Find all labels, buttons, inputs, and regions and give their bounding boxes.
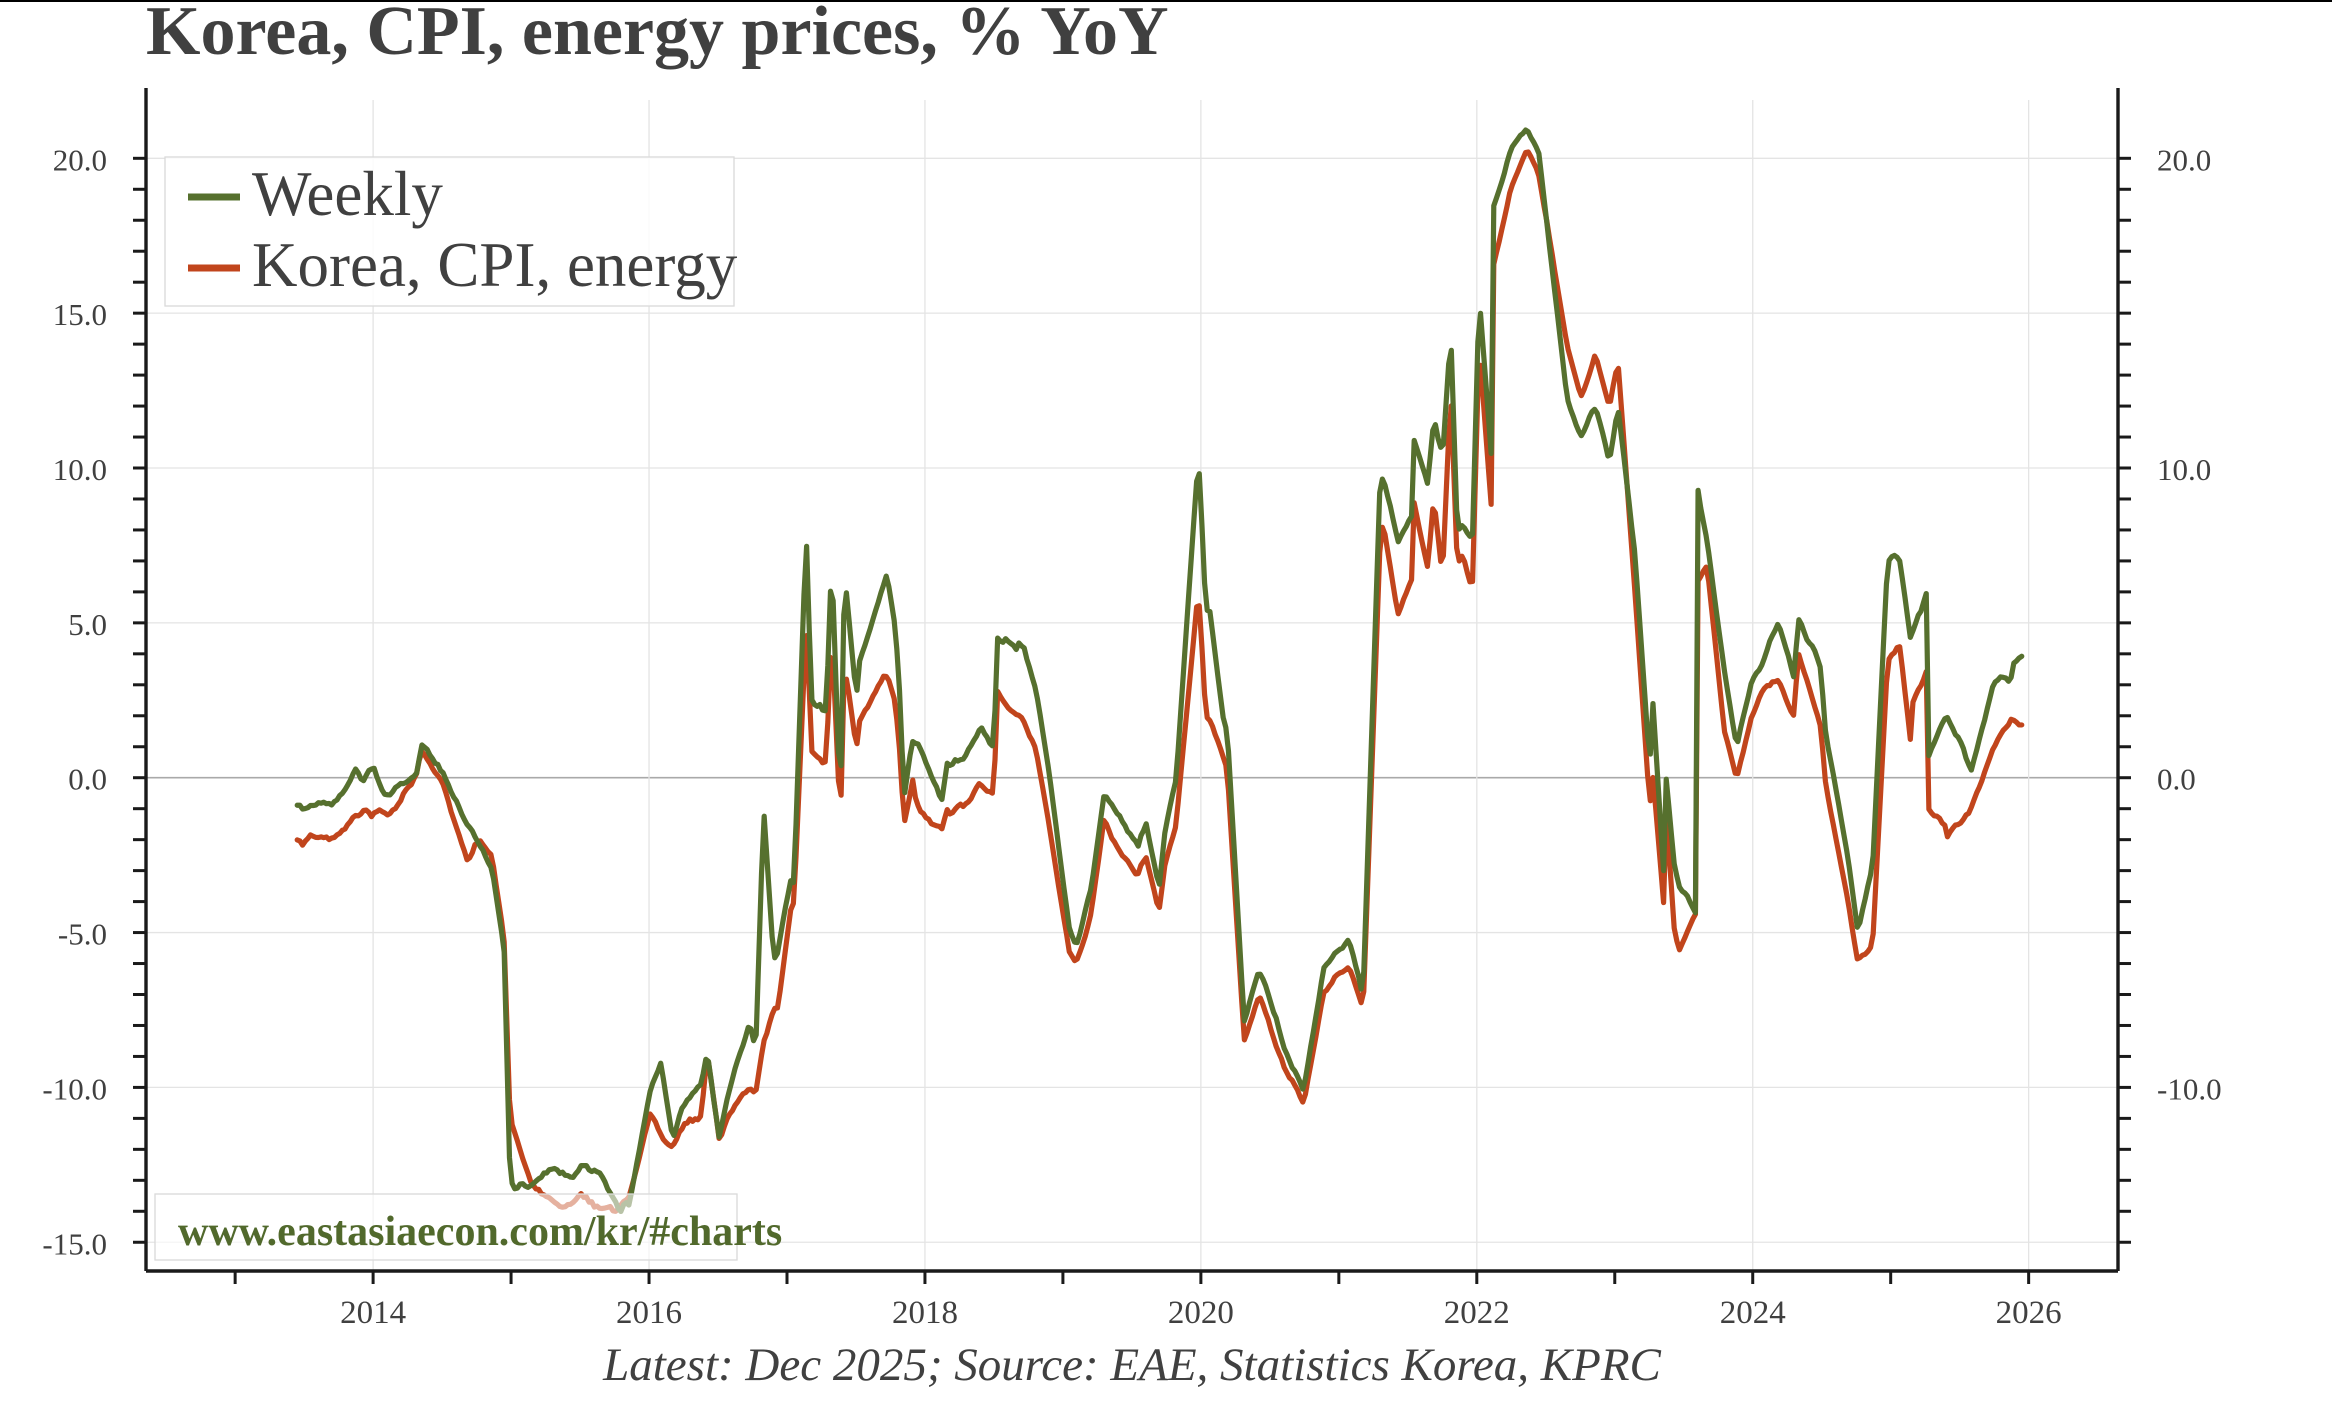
svg-text:-15.0: -15.0	[42, 1226, 107, 1261]
svg-text:20.0: 20.0	[2157, 142, 2211, 177]
svg-text:-5.0: -5.0	[58, 917, 107, 952]
svg-text:2020: 2020	[1168, 1295, 1234, 1331]
svg-text:0.0: 0.0	[68, 762, 107, 797]
svg-text:2018: 2018	[892, 1295, 958, 1331]
svg-text:2026: 2026	[1996, 1295, 2062, 1331]
svg-text:Korea, CPI, energy: Korea, CPI, energy	[252, 230, 738, 300]
svg-text:0.0: 0.0	[2157, 762, 2196, 797]
svg-text:10.0: 10.0	[2157, 452, 2211, 487]
svg-text:15.0: 15.0	[53, 297, 107, 332]
svg-text:5.0: 5.0	[68, 607, 107, 642]
svg-text:2024: 2024	[1720, 1295, 1786, 1331]
svg-text:20.0: 20.0	[53, 142, 107, 177]
svg-text:2022: 2022	[1444, 1295, 1510, 1331]
svg-text:-10.0: -10.0	[42, 1071, 107, 1106]
svg-text:-10.0: -10.0	[2157, 1071, 2222, 1106]
svg-text:www.eastasiaecon.com/kr/#chart: www.eastasiaecon.com/kr/#charts	[178, 1209, 782, 1255]
svg-text:2016: 2016	[616, 1295, 682, 1331]
svg-text:10.0: 10.0	[53, 452, 107, 487]
svg-text:2014: 2014	[340, 1295, 406, 1331]
svg-text:Weekly: Weekly	[252, 159, 443, 229]
